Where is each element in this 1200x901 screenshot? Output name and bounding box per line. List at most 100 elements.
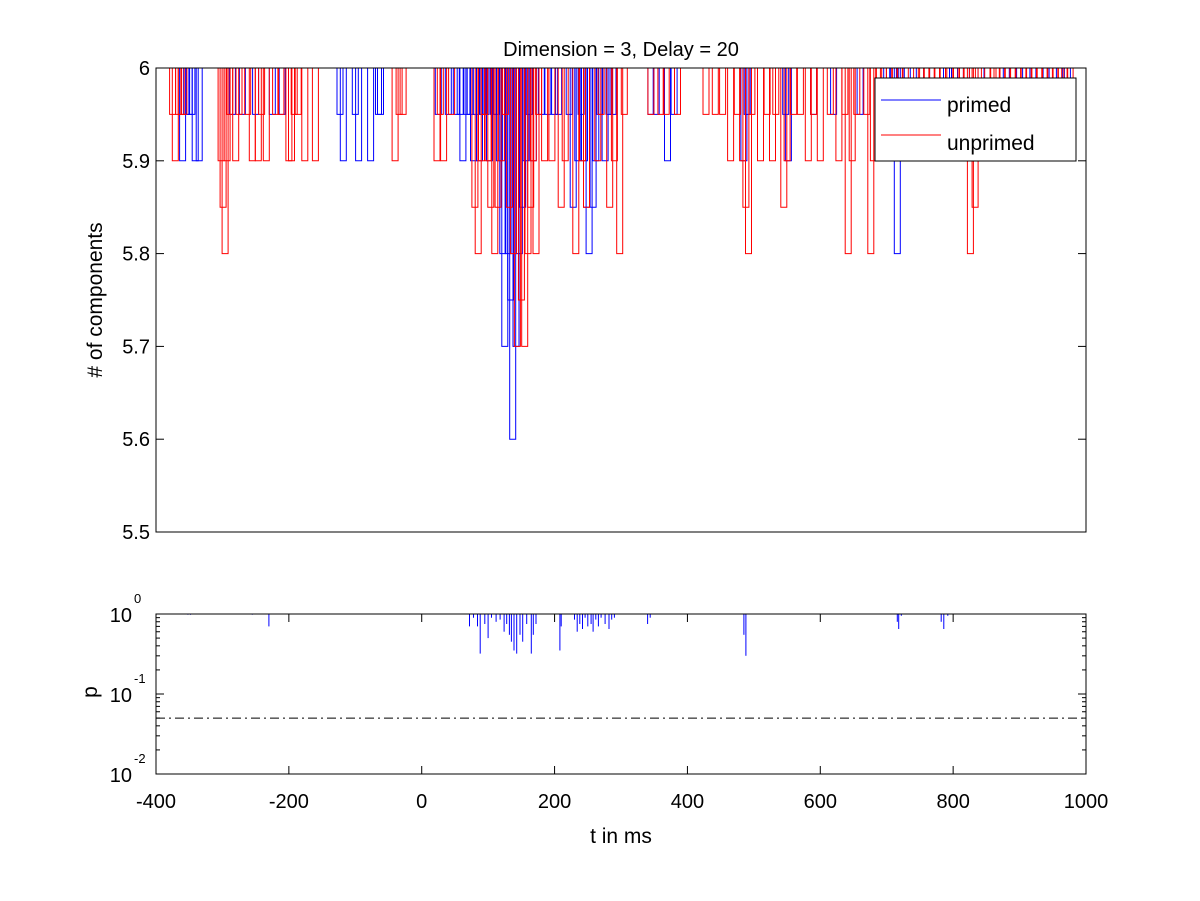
- unprimed-dip: [826, 68, 834, 115]
- primed-dip: [605, 68, 613, 115]
- top-plot-title: Dimension = 3, Delay = 20: [503, 39, 739, 61]
- unprimed-dip: [494, 68, 502, 208]
- unprimed-dip: [780, 68, 788, 208]
- unprimed-dip: [816, 68, 824, 162]
- unprimed-dip: [579, 68, 586, 162]
- unprimed-dip: [311, 68, 319, 162]
- top-plot-y-ticks: 5.5 5.6 5.7 5.8 5.9 6: [122, 58, 1086, 544]
- unprimed-dip: [763, 68, 771, 115]
- top-plot-y-axis-label: # of components: [84, 222, 107, 377]
- unprimed-dip: [583, 68, 590, 208]
- primed-dip: [339, 68, 347, 162]
- unprimed-dip: [733, 68, 741, 115]
- unprimed-dip: [180, 68, 188, 115]
- unprimed-dip: [863, 68, 871, 115]
- top-y-tick-label: 5.7: [122, 336, 150, 358]
- top-plot-frame: [155, 67, 1087, 533]
- unprimed-dip: [662, 68, 670, 115]
- unprimed-dip: [487, 68, 495, 208]
- bottom-y-tick-label: 10: [110, 685, 132, 707]
- unprimed-dip: [290, 68, 298, 115]
- primed-dip: [355, 68, 363, 162]
- bottom-y-tick-label: 10: [110, 605, 132, 627]
- primed-dip: [195, 68, 203, 162]
- unprimed-dip: [748, 68, 756, 115]
- bottom-plot-x-ticks: -400 -200 0 200 400 600 800 1000: [136, 614, 1108, 813]
- unprimed-dip: [711, 68, 719, 115]
- unprimed-dip: [702, 68, 710, 115]
- unprimed-dip: [745, 68, 752, 255]
- top-y-tick-label: 5.8: [122, 244, 150, 266]
- bottom-x-tick-label: 400: [671, 791, 704, 813]
- bottom-plot-background: [156, 614, 1086, 774]
- unprimed-dip: [606, 68, 614, 208]
- unprimed-dip: [610, 68, 618, 162]
- bottom-x-tick-label: -400: [136, 791, 176, 813]
- bottom-x-tick-label: 600: [804, 791, 837, 813]
- series-p: [187, 614, 949, 656]
- primed-dip: [743, 68, 751, 115]
- bottom-y-tick-exponent: -2: [134, 751, 146, 766]
- top-y-tick-label: 5.9: [122, 151, 150, 173]
- unprimed-dip: [853, 68, 861, 115]
- unprimed-dip: [772, 68, 780, 115]
- unprimed-dip: [719, 68, 727, 115]
- unprimed-dip: [532, 68, 540, 255]
- unprimed-dip: [548, 68, 556, 162]
- unprimed-dip: [491, 68, 499, 255]
- bottom-x-tick-label: -200: [269, 791, 309, 813]
- unprimed-dip: [395, 68, 403, 115]
- unprimed-dip: [272, 68, 280, 115]
- primed-dip: [525, 68, 533, 115]
- unprimed-dip: [757, 68, 764, 162]
- unprimed-dip: [657, 68, 665, 115]
- bottom-y-tick-exponent: 0: [134, 591, 141, 606]
- unprimed-dip: [301, 68, 309, 162]
- primed-dip: [519, 68, 527, 208]
- unprimed-dip: [674, 68, 681, 115]
- unprimed-dip: [810, 68, 818, 115]
- unprimed-dip: [527, 68, 535, 208]
- top-y-tick-label: 5.6: [122, 429, 150, 451]
- bottom-x-tick-label: 0: [416, 791, 427, 813]
- unprimed-dip: [219, 68, 227, 208]
- primed-dip: [589, 68, 597, 208]
- bottom-x-tick-label: 800: [936, 791, 969, 813]
- bottom-y-tick-label: 10: [110, 765, 132, 787]
- unprimed-dip: [620, 68, 628, 115]
- unprimed-dip: [505, 68, 513, 208]
- bottom-x-tick-label: 200: [538, 791, 571, 813]
- bottom-plot-series: [187, 614, 949, 656]
- bottom-y-tick-exponent: -1: [134, 671, 146, 686]
- primed-dip: [652, 68, 660, 115]
- unprimed-dip: [616, 68, 624, 255]
- bottom-plot-y-axis-label: p: [79, 686, 102, 698]
- bottom-plot-x-axis-label: t in ms: [590, 825, 652, 848]
- unprimed-dip: [727, 68, 735, 162]
- primed-dip: [452, 68, 460, 115]
- top-y-tick-label: 5.5: [122, 522, 150, 544]
- unprimed-dip: [509, 68, 517, 255]
- unprimed-dip: [541, 68, 549, 162]
- legend-label-primed: primed: [947, 94, 1011, 117]
- unprimed-dip: [480, 68, 488, 115]
- unprimed-dip: [783, 68, 791, 162]
- unprimed-dip: [448, 68, 456, 115]
- unprimed-dip: [277, 68, 285, 115]
- primed-dip: [585, 68, 593, 255]
- unprimed-dip: [513, 68, 521, 347]
- unprimed-dip: [501, 68, 509, 115]
- unprimed-dip: [440, 68, 448, 162]
- unprimed-dip: [244, 68, 252, 115]
- legend: primed unprimed: [874, 77, 1077, 162]
- unprimed-dip: [294, 68, 302, 115]
- unprimed-dip: [258, 68, 266, 115]
- legend-label-unprimed: unprimed: [947, 132, 1035, 155]
- primed-dip: [377, 68, 384, 115]
- unprimed-dip: [790, 68, 798, 115]
- unprimed-dip: [561, 68, 569, 162]
